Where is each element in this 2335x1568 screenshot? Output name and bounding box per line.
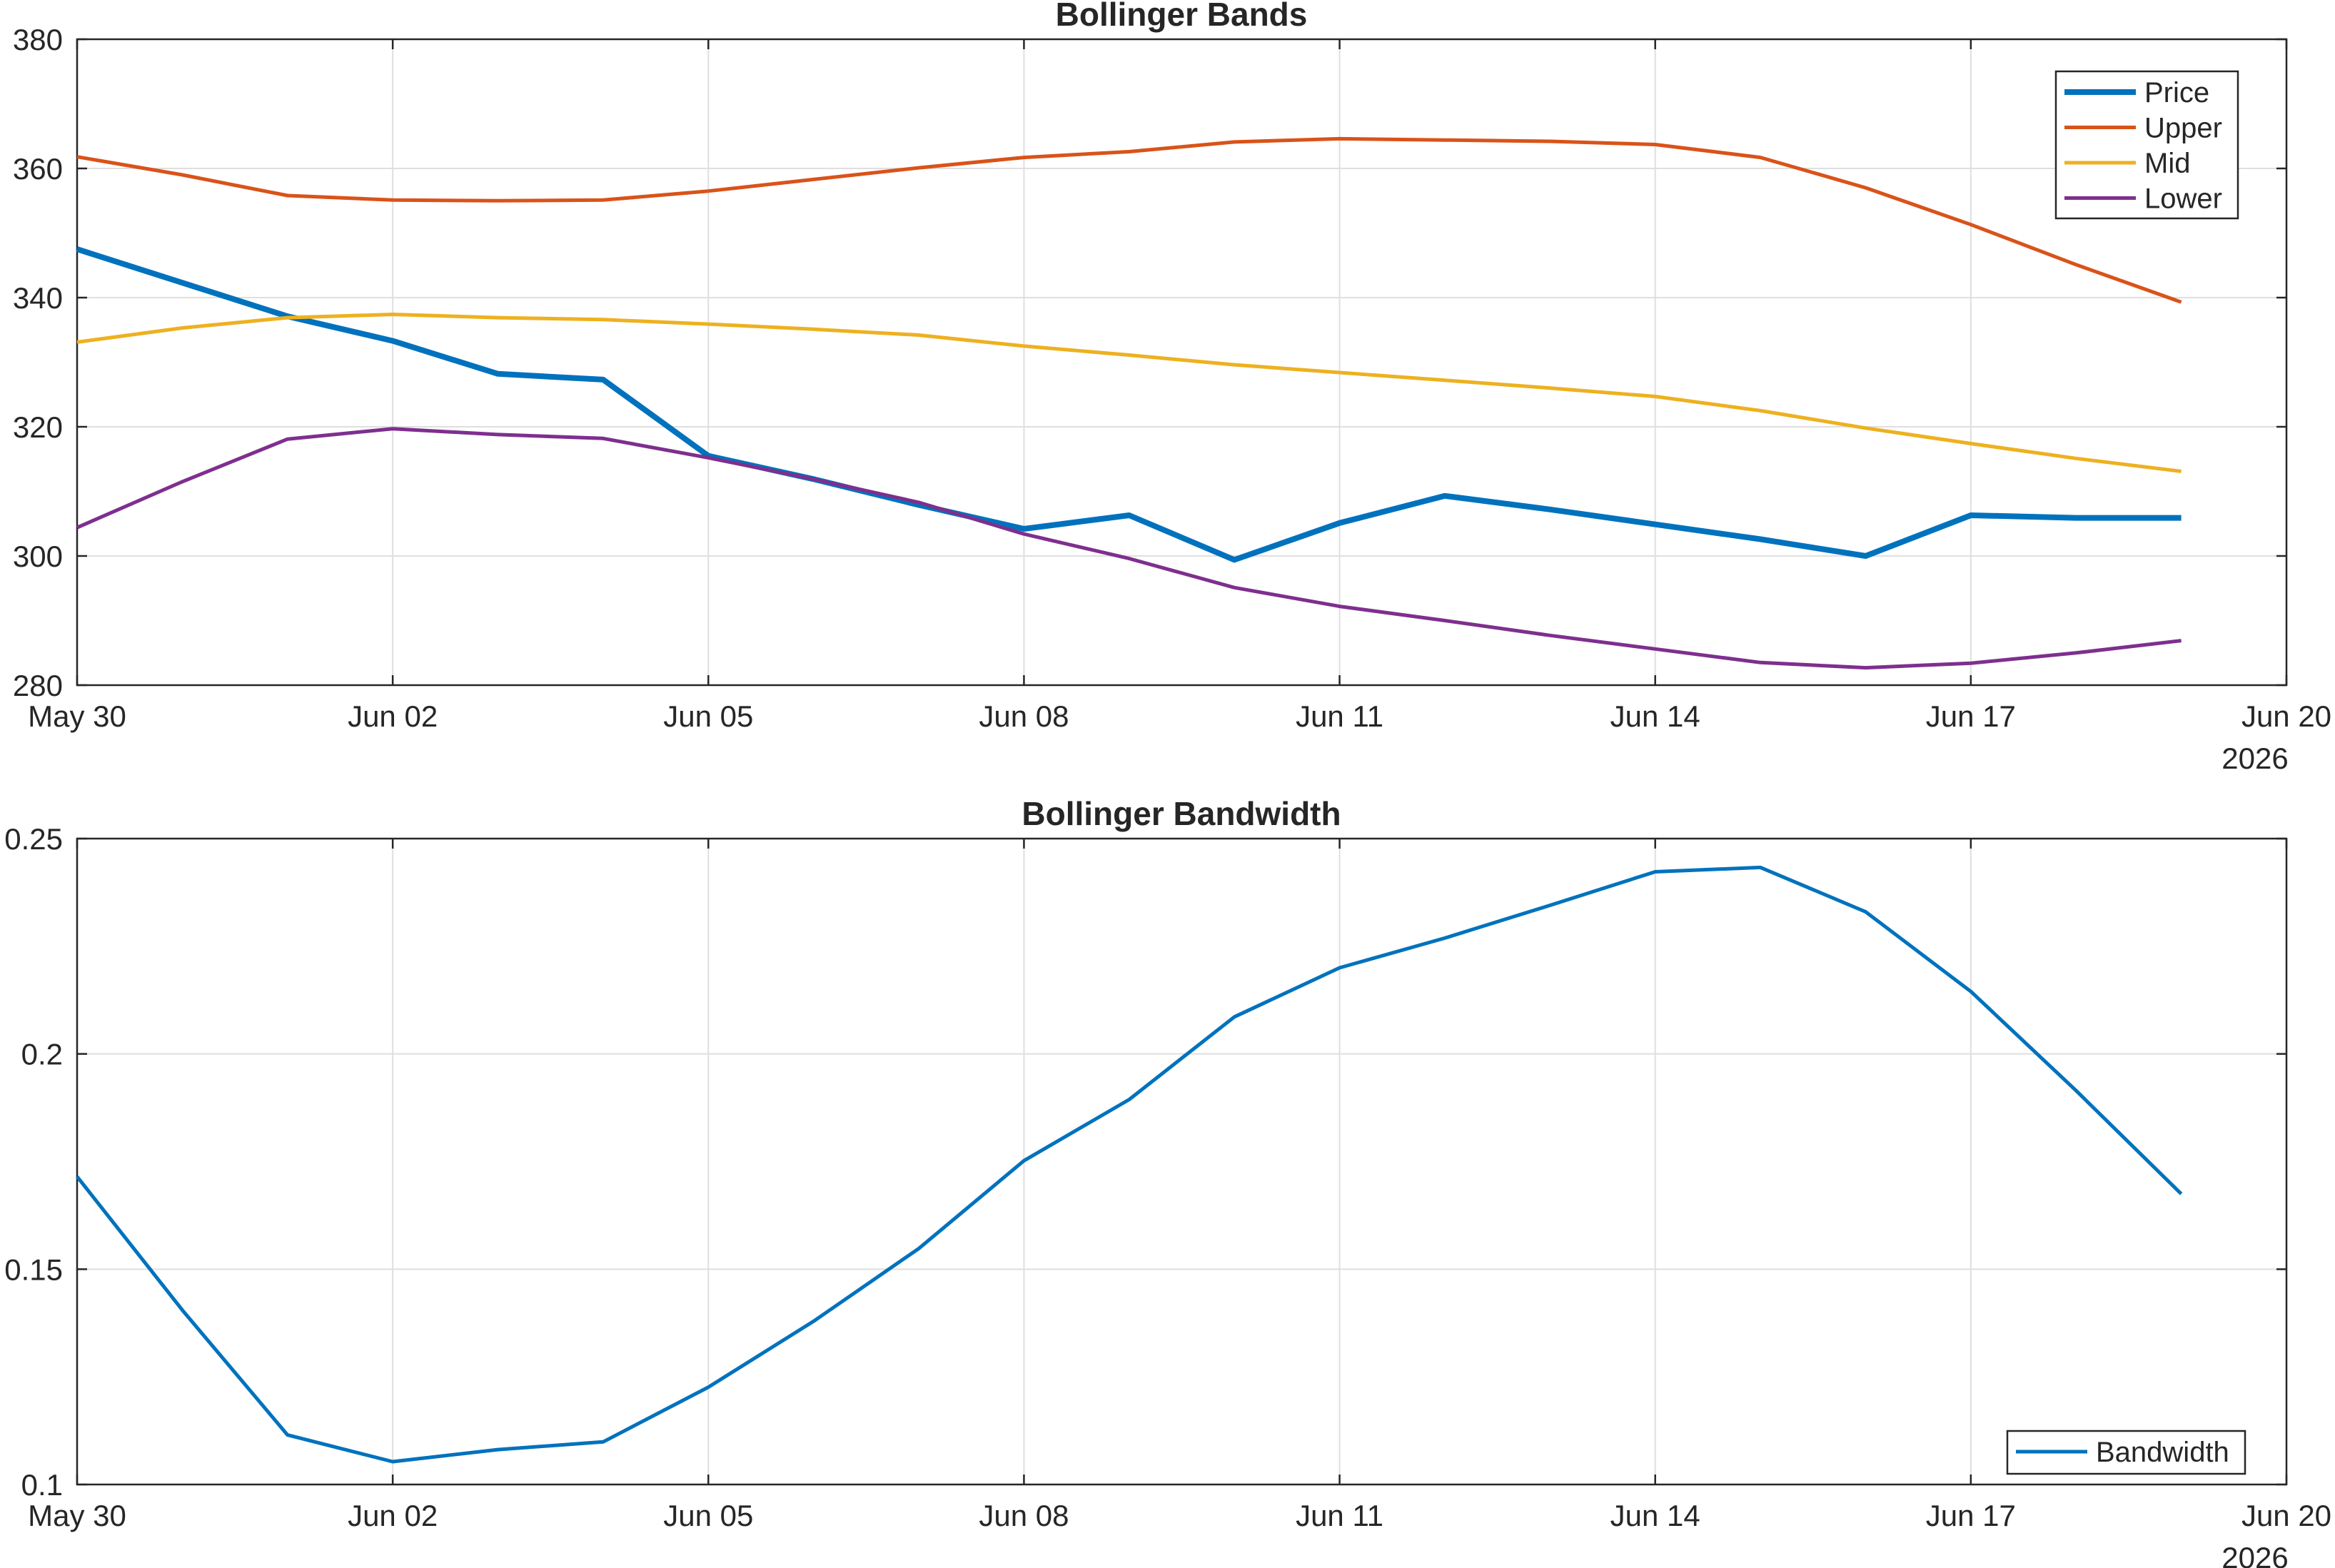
x-tick-label: Jun 08	[979, 699, 1069, 733]
series-line-lower	[76, 427, 2182, 670]
y-tick-label: 360	[13, 152, 63, 186]
x-tick-label: Jun 08	[979, 1499, 1069, 1532]
series-line-upper	[76, 136, 2182, 304]
x-tick-label: May 30	[28, 1499, 126, 1532]
legend: Price Upper Mid Lower	[2054, 70, 2239, 220]
x-tick-label: Jun 05	[663, 699, 753, 733]
y-tick-label: 0.2	[21, 1038, 63, 1071]
chart-title: Bollinger Bandwidth	[1022, 795, 1341, 832]
legend-label-mid: Mid	[2144, 148, 2190, 179]
y-tick-label: 0.1	[21, 1468, 63, 1502]
legend-box	[2054, 70, 2239, 220]
bollinger-bands-plot: Bollinger Bands May 30 Jun 02 Jun 05 Jun 08…	[13, 0, 2331, 775]
x-axis-year-label: 2026	[2221, 1541, 2288, 1568]
x-axis-year-label: 2026	[2221, 742, 2288, 775]
x-tick-label: Jun 17	[1926, 699, 2016, 733]
x-tick-label: May 30	[28, 699, 126, 733]
y-tick-label: 280	[13, 669, 63, 702]
series-line-price	[76, 246, 2182, 563]
bollinger-bandwidth-plot: Bollinger Bandwidth May 30 Jun 02 Jun 05 Ju…	[4, 795, 2331, 1568]
y-tick-label: 340	[13, 281, 63, 315]
x-tick-label: Jun 11	[1296, 1499, 1383, 1532]
chart-title: Bollinger Bands	[1056, 0, 1308, 33]
x-tick-label: Jun 17	[1926, 1499, 2016, 1532]
y-tick-label: 0.15	[4, 1253, 63, 1286]
x-tick-label: Jun 05	[663, 1499, 753, 1532]
series-line-bandwidth	[76, 865, 2183, 1464]
y-tick-label: 0.25	[4, 822, 63, 856]
y-tick-label: 300	[13, 540, 63, 573]
x-tick-label: Jun 20	[2241, 699, 2331, 733]
y-tick-label: 380	[13, 23, 63, 56]
legend: Bandwidth	[2006, 1430, 2246, 1475]
x-tick-label: Jun 14	[1610, 699, 1700, 733]
x-tick-label: Jun 11	[1296, 699, 1383, 733]
legend-label-upper: Upper	[2144, 113, 2222, 144]
series-line-mid	[76, 313, 2182, 473]
x-tick-label: Jun 20	[2241, 1499, 2331, 1532]
legend-label-bandwidth: Bandwidth	[2096, 1437, 2229, 1468]
y-tick-label: 320	[13, 410, 63, 444]
x-tick-label: Jun 02	[348, 699, 438, 733]
axes-box	[76, 38, 2288, 687]
x-tick-label: Jun 14	[1610, 1499, 1700, 1532]
axes-box	[76, 837, 2288, 1486]
x-tick-label: Jun 02	[348, 1499, 438, 1532]
legend-label-lower: Lower	[2144, 183, 2222, 215]
legend-label-price: Price	[2144, 77, 2209, 108]
